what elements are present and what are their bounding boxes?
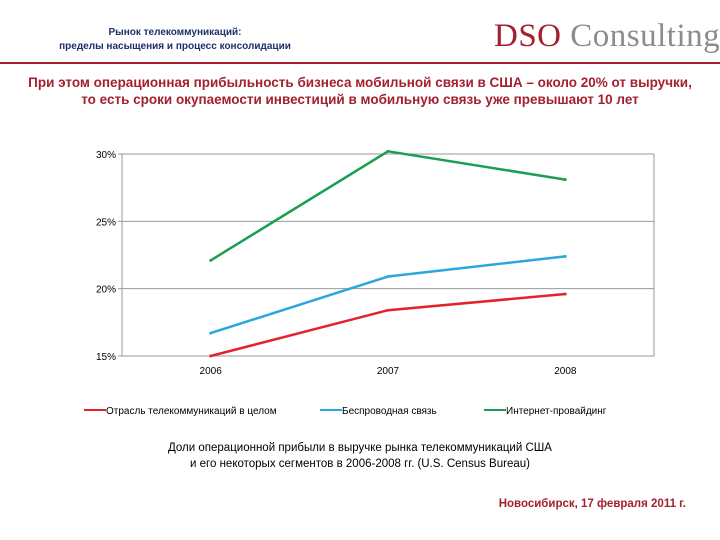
x-tick-label: 2007 <box>377 366 400 377</box>
data-point <box>209 331 213 335</box>
gridlines <box>122 153 654 357</box>
series-line-1 <box>209 292 567 358</box>
data-point <box>386 308 390 312</box>
chart-caption: Доли операционной прибыли в выручке рынк… <box>100 440 620 472</box>
data-point <box>563 178 567 181</box>
y-tick-label: 15% <box>96 352 116 363</box>
caption-line-2: и его некоторых сегментов в 2006-2008 гг… <box>190 458 530 470</box>
legend: Отрасль телекоммуникаций в целом Беспрово… <box>84 406 607 417</box>
series-line-2 <box>209 255 567 335</box>
x-tick-label: 2008 <box>554 366 577 377</box>
legend-label: Отрасль телекоммуникаций в целом <box>106 406 277 417</box>
legend-label: Интернет-провайдинг <box>506 406 607 417</box>
data-point <box>563 292 567 296</box>
slide-headline: При этом операционная прибыльность бизне… <box>8 74 712 108</box>
y-axis-ticks: 30% 25% 20% 15% <box>96 150 122 363</box>
company-logo: DSO Consulting <box>494 18 720 55</box>
data-point <box>209 354 213 358</box>
data-point <box>386 275 390 278</box>
presentation-subtitle: Рынок телекоммуникаций: пределы насыщени… <box>30 26 320 54</box>
series-lines <box>209 149 567 358</box>
data-point <box>563 254 567 258</box>
series-line-3 <box>209 150 567 262</box>
y-tick-label: 25% <box>96 217 116 228</box>
x-tick-label: 2006 <box>200 366 223 377</box>
header-divider <box>0 62 720 64</box>
legend-label: Беспроводная связь <box>342 406 437 417</box>
legend-item-3: Интернет-провайдинг <box>484 406 607 417</box>
legend-item-1: Отрасль телекоммуникаций в целом <box>84 406 277 417</box>
subtitle-line-1: Рынок телекоммуникаций: <box>108 27 242 38</box>
footer-location-date: Новосибирск, 17 февраля 2011 г. <box>498 498 686 510</box>
data-point <box>386 149 390 153</box>
logo-consulting: Consulting <box>570 18 720 54</box>
y-tick-label: 30% <box>96 150 116 161</box>
y-tick-label: 20% <box>96 285 116 296</box>
plot-area <box>121 153 655 357</box>
subtitle-line-2: пределы насыщения и процесс консолидации <box>59 41 291 52</box>
caption-line-1: Доли операционной прибыли в выручке рынк… <box>168 442 552 454</box>
x-axis-ticks: 2006 2007 2008 <box>200 366 577 377</box>
logo-dso: DSO <box>494 18 562 54</box>
data-point <box>209 258 213 262</box>
legend-item-2: Беспроводная связь <box>320 406 437 417</box>
headline-line-2: то есть сроки окупаемости инвестиций в м… <box>81 92 639 107</box>
headline-line-1: При этом операционная прибыльность бизне… <box>28 75 692 90</box>
